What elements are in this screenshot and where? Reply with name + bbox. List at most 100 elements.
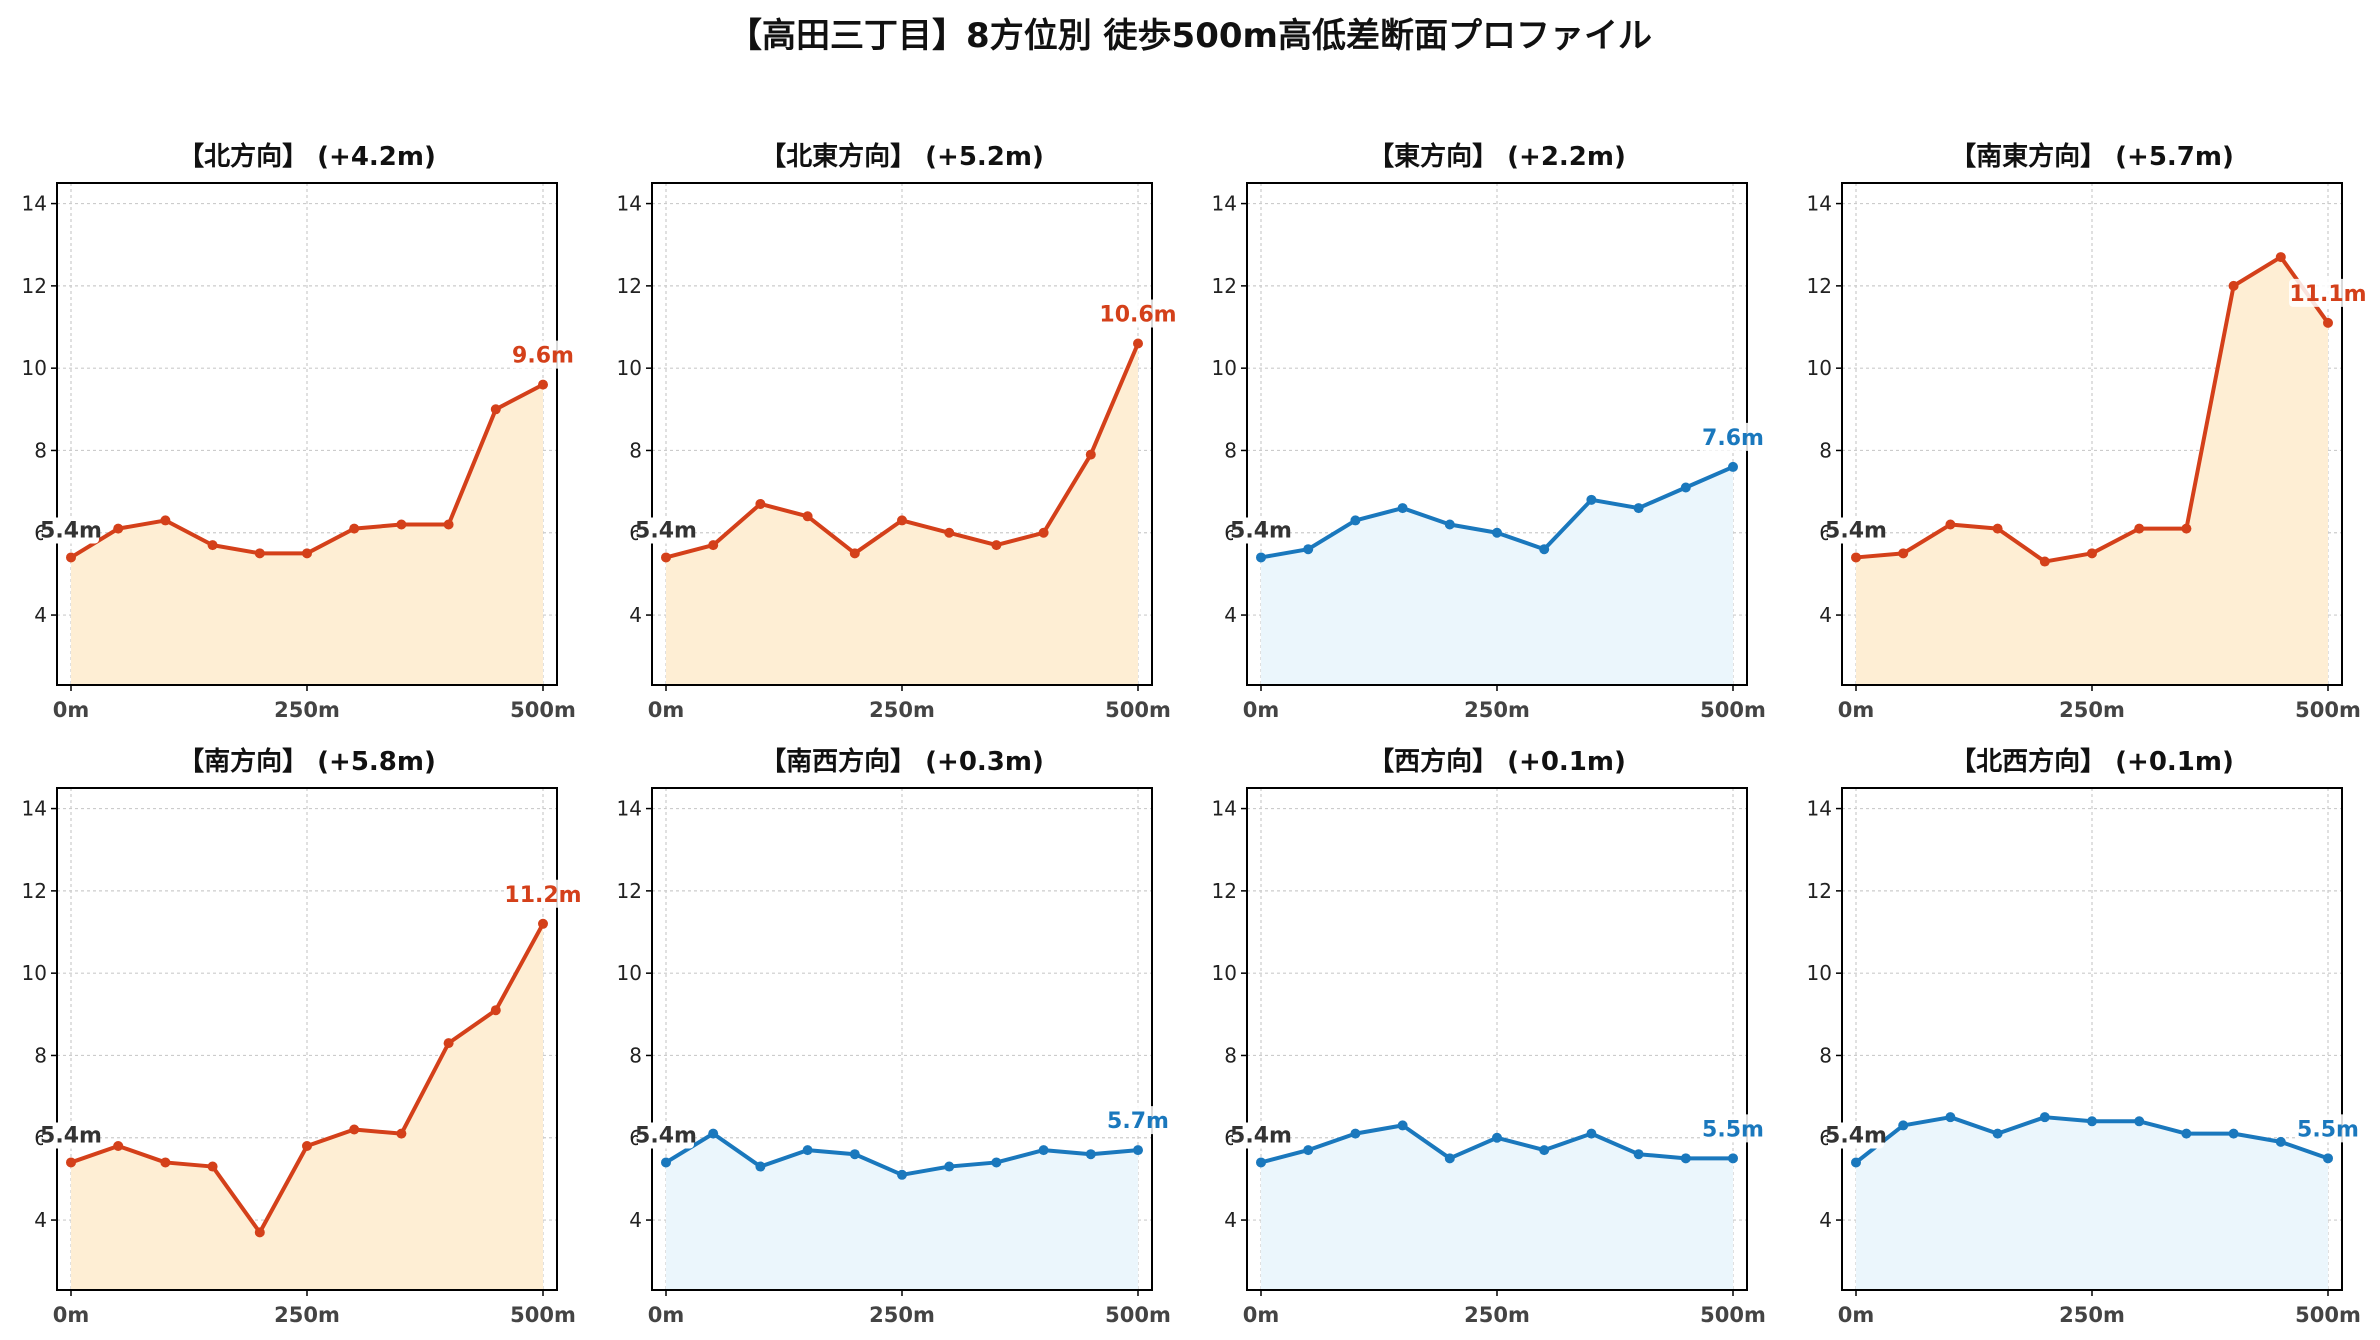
- data-point: [1492, 1132, 1502, 1143]
- data-point: [2087, 1116, 2097, 1127]
- end-elevation-label: 9.6m: [512, 344, 574, 369]
- y-tick-label: 8: [1819, 1043, 1832, 1067]
- data-point: [661, 552, 671, 563]
- data-point: [113, 523, 124, 534]
- x-tick-label: 250m: [274, 1303, 340, 1327]
- end-label-bg: [2289, 278, 2367, 307]
- end-elevation-label: 11.1m: [2289, 282, 2366, 307]
- data-point: [254, 548, 265, 559]
- data-point: [897, 1169, 907, 1180]
- y-tick-label: 4: [1224, 603, 1237, 627]
- data-point: [1851, 1157, 1861, 1168]
- y-tick-label: 12: [617, 879, 642, 903]
- y-tick-label: 10: [617, 961, 642, 985]
- elevation-area: [1261, 1125, 1733, 1290]
- data-point: [1992, 523, 2003, 534]
- data-point: [538, 379, 548, 390]
- y-tick-label: 14: [1212, 192, 1237, 216]
- data-point: [991, 540, 1002, 551]
- data-point: [1851, 552, 1861, 563]
- data-point: [207, 540, 218, 551]
- data-point: [1680, 482, 1691, 493]
- end-label-bg: [1701, 1114, 1765, 1143]
- y-tick-label: 12: [22, 879, 47, 903]
- x-tick-label: 500m: [2295, 698, 2361, 722]
- start-elevation-label: 5.4m: [40, 518, 102, 543]
- y-tick-label: 10: [1212, 961, 1237, 985]
- data-point: [1945, 1112, 1956, 1123]
- data-point: [66, 1157, 76, 1168]
- data-point: [207, 1161, 218, 1172]
- y-tick-label: 8: [629, 438, 642, 462]
- data-point: [538, 918, 548, 929]
- data-point: [2228, 1128, 2239, 1139]
- data-point: [661, 1157, 671, 1168]
- end-elevation-label: 11.2m: [504, 883, 581, 908]
- y-tick-label: 12: [1212, 274, 1237, 298]
- x-tick-label: 250m: [274, 698, 340, 722]
- y-tick-label: 4: [34, 1208, 47, 1232]
- data-point: [349, 523, 360, 534]
- data-point: [490, 1005, 501, 1016]
- elevation-area: [1856, 1117, 2328, 1290]
- x-tick-label: 500m: [1105, 698, 1171, 722]
- data-point: [849, 1149, 860, 1160]
- data-point: [991, 1157, 1002, 1168]
- data-point: [1256, 1157, 1266, 1168]
- data-point: [755, 1161, 766, 1172]
- data-point: [944, 1161, 955, 1172]
- start-label-bg: [638, 517, 694, 544]
- end-label-bg: [2296, 1114, 2360, 1143]
- data-point: [254, 1227, 265, 1238]
- x-tick-label: 0m: [53, 1303, 90, 1327]
- chart-title: 【西方向】 (+0.1m): [1368, 746, 1626, 777]
- start-label-bg: [1233, 517, 1289, 544]
- data-point: [1397, 503, 1408, 514]
- data-point: [490, 404, 501, 415]
- y-tick-label: 10: [22, 356, 47, 380]
- x-tick-label: 500m: [2295, 1303, 2361, 1327]
- data-point: [1350, 1128, 1361, 1139]
- x-tick-label: 0m: [648, 698, 685, 722]
- data-point: [1444, 1153, 1455, 1164]
- data-point: [2087, 548, 2097, 559]
- y-tick-label: 8: [1224, 438, 1237, 462]
- data-point: [1539, 1145, 1550, 1156]
- y-tick-label: 12: [1807, 879, 1832, 903]
- x-tick-label: 0m: [1243, 1303, 1280, 1327]
- start-elevation-label: 5.4m: [635, 1123, 697, 1148]
- x-tick-label: 250m: [2059, 1303, 2125, 1327]
- data-point: [1085, 449, 1096, 460]
- chart-title: 【南東方向】 (+5.7m): [1950, 141, 2234, 172]
- page-title: 【高田三丁目】8方位別 徒歩500m高低差断面プロファイル: [728, 16, 1652, 56]
- data-point: [302, 1140, 312, 1151]
- y-tick-label: 12: [1807, 274, 1832, 298]
- start-elevation-label: 5.4m: [1825, 1123, 1887, 1148]
- data-point: [2039, 556, 2050, 567]
- x-tick-label: 0m: [648, 1303, 685, 1327]
- data-point: [1085, 1149, 1096, 1160]
- y-tick-label: 12: [1212, 879, 1237, 903]
- start-elevation-label: 5.4m: [1230, 518, 1292, 543]
- data-point: [160, 1157, 171, 1168]
- data-point: [396, 1128, 407, 1139]
- x-tick-label: 250m: [869, 698, 935, 722]
- end-elevation-label: 5.5m: [2297, 1117, 2359, 1142]
- y-tick-label: 14: [617, 192, 642, 216]
- start-elevation-label: 5.4m: [635, 518, 697, 543]
- data-point: [160, 515, 171, 526]
- y-tick-label: 4: [1819, 603, 1832, 627]
- data-point: [1038, 527, 1049, 538]
- chart-title: 【北東方向】 (+5.2m): [760, 141, 1044, 172]
- data-point: [1539, 544, 1550, 555]
- end-elevation-label: 5.7m: [1107, 1109, 1169, 1134]
- end-label-bg: [1106, 1106, 1170, 1135]
- y-tick-label: 14: [617, 797, 642, 821]
- data-point: [1898, 1120, 1909, 1131]
